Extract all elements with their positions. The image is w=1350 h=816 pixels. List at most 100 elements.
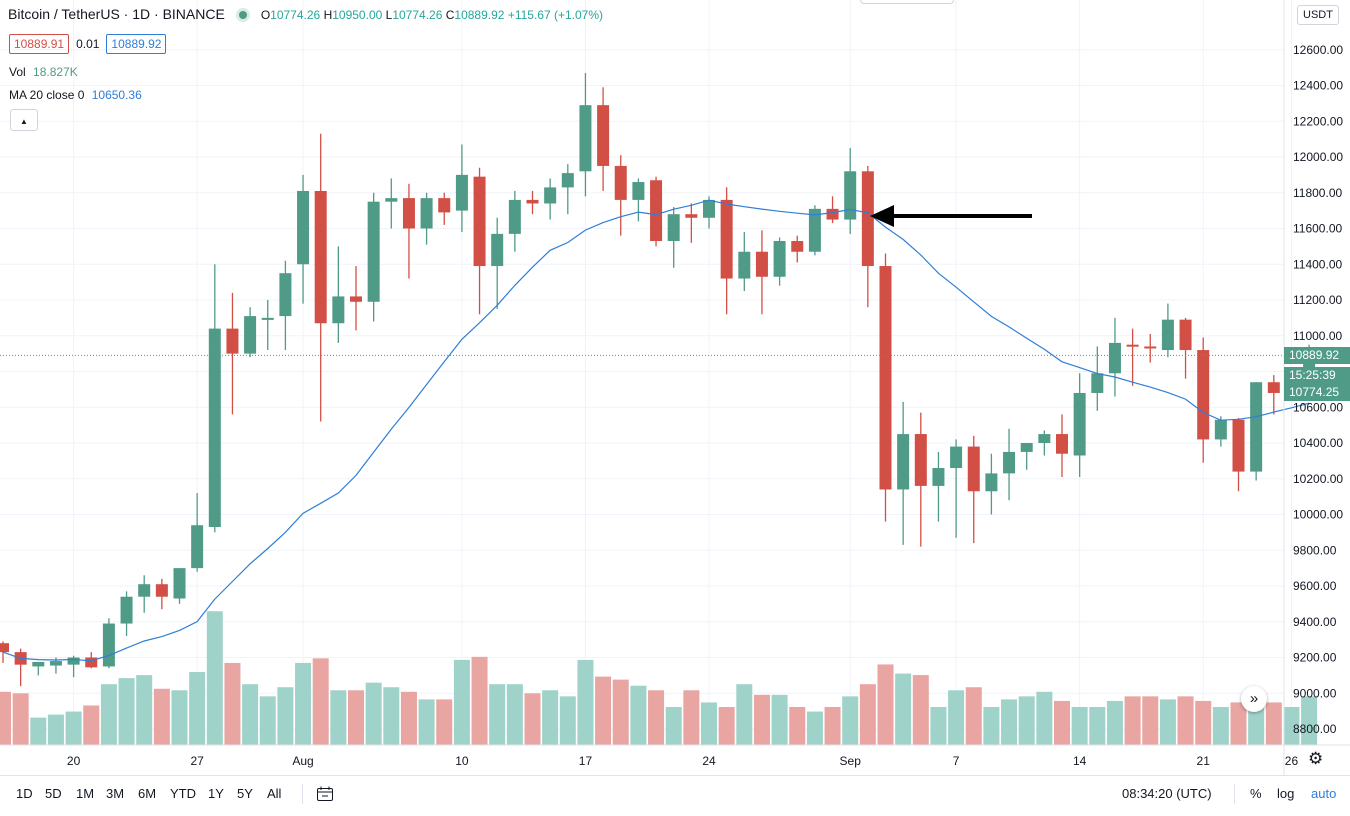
- volume-bar[interactable]: [1283, 707, 1300, 745]
- volume-bar[interactable]: [1195, 700, 1212, 745]
- candle-body[interactable]: [773, 241, 786, 277]
- candle-body[interactable]: [420, 198, 433, 229]
- candle-body[interactable]: [1250, 382, 1263, 472]
- range-1m[interactable]: 1M: [76, 786, 95, 801]
- volume-bar[interactable]: [1124, 696, 1141, 745]
- candle-body[interactable]: [791, 241, 804, 252]
- candle-body[interactable]: [120, 596, 133, 624]
- volume-legend[interactable]: Vol 18.827K: [9, 65, 78, 79]
- volume-bar[interactable]: [983, 707, 1000, 745]
- volume-bar[interactable]: [312, 658, 329, 745]
- candle-body[interactable]: [32, 661, 45, 667]
- symbol-title[interactable]: Bitcoin / TetherUS · 1D · BINANCE: [8, 6, 225, 22]
- auto-scale-toggle[interactable]: auto: [1311, 786, 1337, 801]
- candle-body[interactable]: [508, 199, 521, 234]
- candle-body[interactable]: [1108, 342, 1121, 374]
- candle-body[interactable]: [544, 187, 557, 204]
- volume-bar[interactable]: [806, 711, 823, 745]
- volume-bar[interactable]: [595, 676, 612, 745]
- candle-body[interactable]: [614, 165, 627, 200]
- volume-bar[interactable]: [365, 682, 382, 745]
- volume-bar[interactable]: [1054, 700, 1070, 745]
- volume-bar[interactable]: [224, 662, 241, 745]
- candle-body[interactable]: [1267, 382, 1280, 393]
- volume-bar[interactable]: [489, 684, 506, 745]
- volume-bar[interactable]: [630, 685, 647, 745]
- candle-body[interactable]: [526, 199, 539, 204]
- arrow-annotation[interactable]: [870, 205, 1032, 227]
- candle-body[interactable]: [861, 171, 874, 267]
- candle-body[interactable]: [720, 199, 733, 279]
- candle-body[interactable]: [738, 251, 751, 279]
- volume-bar[interactable]: [189, 672, 206, 745]
- candle-body[interactable]: [455, 174, 468, 211]
- candle-body[interactable]: [985, 473, 998, 492]
- candle-body[interactable]: [473, 176, 486, 267]
- volume-bar[interactable]: [718, 707, 735, 745]
- candle-body[interactable]: [1161, 319, 1174, 351]
- candle-body[interactable]: [155, 584, 168, 597]
- range-all[interactable]: All: [267, 786, 282, 801]
- volume-bar[interactable]: [1230, 702, 1247, 745]
- volume-bar[interactable]: [30, 717, 47, 745]
- candle-body[interactable]: [561, 173, 574, 188]
- volume-bar[interactable]: [1265, 702, 1282, 745]
- volume-bar[interactable]: [136, 675, 153, 745]
- candle-body[interactable]: [967, 446, 980, 492]
- volume-bar[interactable]: [118, 678, 135, 745]
- log-scale-toggle[interactable]: log: [1277, 786, 1295, 801]
- candle-body[interactable]: [67, 657, 80, 665]
- volume-bar[interactable]: [0, 691, 11, 745]
- volume-bar[interactable]: [524, 693, 541, 745]
- candle-body[interactable]: [279, 273, 292, 317]
- volume-bar[interactable]: [912, 675, 929, 745]
- candle-body[interactable]: [1126, 344, 1139, 347]
- range-5d[interactable]: 5D: [45, 786, 62, 801]
- volume-bar[interactable]: [453, 659, 470, 745]
- volume-bar[interactable]: [1142, 696, 1159, 745]
- candle-body[interactable]: [1073, 392, 1086, 456]
- candle-body[interactable]: [579, 105, 592, 172]
- candle-body[interactable]: [385, 198, 398, 202]
- volume-bar[interactable]: [648, 690, 665, 745]
- candle-body[interactable]: [297, 190, 310, 265]
- candle-body[interactable]: [350, 296, 362, 302]
- volume-bar[interactable]: [1301, 696, 1318, 745]
- candle-body[interactable]: [826, 208, 839, 220]
- volume-bar[interactable]: [436, 699, 453, 745]
- candle-body[interactable]: [844, 171, 857, 220]
- volume-bar[interactable]: [1212, 707, 1229, 745]
- candle-body[interactable]: [650, 180, 663, 242]
- range-ytd[interactable]: YTD: [170, 786, 196, 801]
- volume-bar[interactable]: [789, 707, 806, 745]
- volume-bar[interactable]: [1248, 707, 1265, 745]
- volume-bar[interactable]: [100, 684, 117, 745]
- volume-bar[interactable]: [277, 687, 294, 745]
- volume-bar[interactable]: [612, 679, 629, 745]
- volume-bar[interactable]: [542, 690, 559, 745]
- volume-bar[interactable]: [1177, 696, 1194, 745]
- volume-bar[interactable]: [824, 707, 841, 745]
- volume-bar[interactable]: [736, 684, 753, 745]
- candle-body[interactable]: [438, 198, 451, 213]
- volume-bar[interactable]: [295, 662, 312, 745]
- volume-bar[interactable]: [418, 699, 435, 745]
- candle-body[interactable]: [879, 266, 892, 490]
- volume-bar[interactable]: [383, 687, 400, 745]
- candle-body[interactable]: [808, 208, 821, 252]
- volume-bar[interactable]: [506, 684, 523, 745]
- volume-bar[interactable]: [1036, 691, 1053, 745]
- candle-body[interactable]: [1232, 419, 1245, 472]
- volume-bar[interactable]: [559, 696, 576, 745]
- volume-bar[interactable]: [65, 711, 82, 745]
- market-status-icon[interactable]: [238, 10, 247, 19]
- candle-body[interactable]: [914, 434, 927, 486]
- volume-bar[interactable]: [259, 696, 276, 745]
- candle-body[interactable]: [261, 317, 274, 320]
- candle-body[interactable]: [1003, 451, 1016, 474]
- volume-bar[interactable]: [859, 684, 876, 745]
- range-6m[interactable]: 6M: [138, 786, 157, 801]
- volume-bar[interactable]: [1106, 700, 1123, 745]
- candle-body[interactable]: [138, 584, 151, 597]
- candle-body[interactable]: [491, 233, 504, 267]
